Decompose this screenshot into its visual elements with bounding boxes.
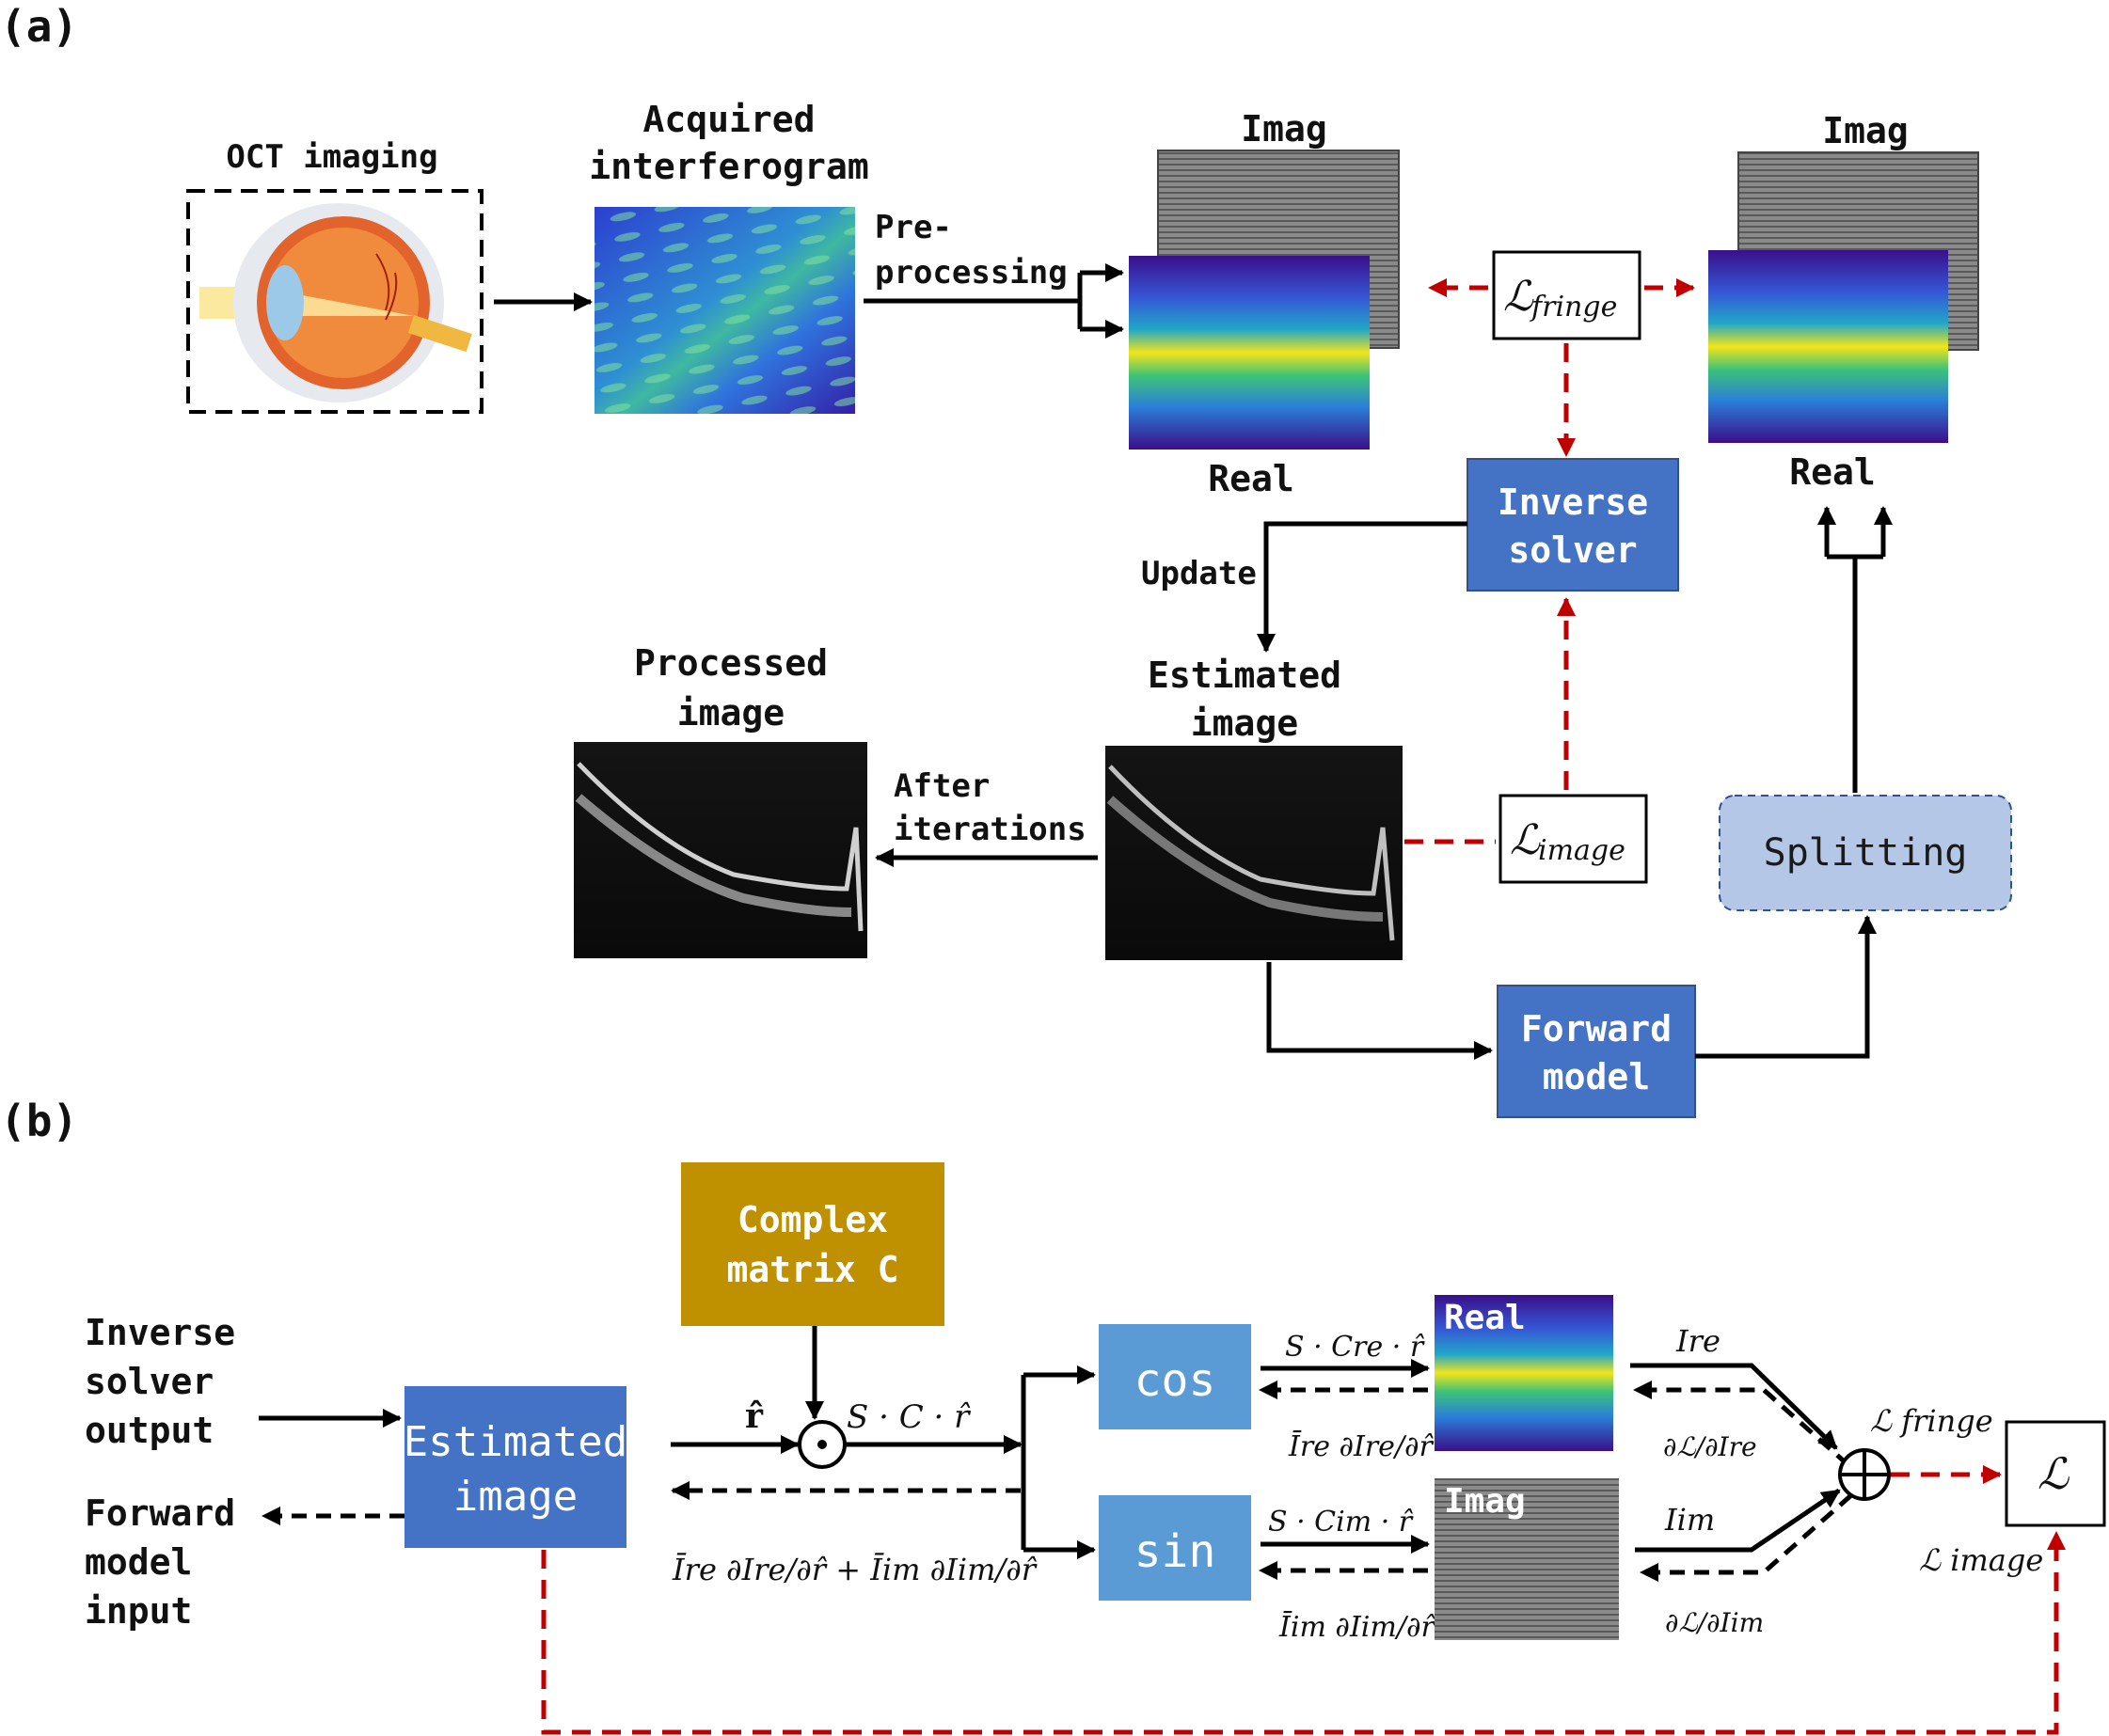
inverse-output-label-3: output (85, 1410, 214, 1451)
splitting-box (1719, 795, 2012, 911)
update-label: Update (1141, 555, 1257, 592)
imag-image-b (1435, 1478, 1619, 1640)
i-re-label: Ire (1675, 1323, 1720, 1359)
real-stack-1 (1129, 256, 1370, 450)
acquired-label-1: Acquired (642, 99, 815, 140)
estimated-image-label-2: image (1191, 702, 1298, 744)
imag-image-b-label: Imag (1444, 1482, 1526, 1521)
dl-dire-label: ∂ℒ/∂Ire (1663, 1431, 1757, 1462)
dl-diim-label: ∂ℒ/∂Iim (1665, 1607, 1764, 1638)
estimated-oct-image (1105, 746, 1403, 960)
loss-image-box (1498, 794, 1648, 884)
loss-image-symbol: ℒ (1510, 816, 1541, 864)
iim-bar-grad-label: Īim ∂Iim/∂r̂ (1278, 1611, 1435, 1644)
interferogram-image (595, 207, 855, 414)
forward-input-label-3: input (85, 1590, 192, 1632)
preprocessing-label-2: processing (875, 254, 1068, 292)
s-cre-r-label: S · Cre · r̂ (1285, 1331, 1425, 1364)
arrow-ire-to-oplus (1630, 1363, 1838, 1450)
total-loss-symbol: ℒ (2038, 1448, 2069, 1499)
forward-input-label-1: Forward (85, 1492, 235, 1534)
real-image-b-label: Real (1444, 1299, 1526, 1337)
arrow-forward-to-splitting (1695, 915, 1877, 1059)
panel-b-label: (b) (0, 1096, 78, 1146)
complex-matrix-label-1: Complex (737, 1199, 888, 1240)
processed-image-label-2: image (677, 692, 785, 734)
arrow-oplus-back-ire (1633, 1381, 1850, 1467)
inverse-solver-box (1467, 458, 1679, 592)
forward-model-box (1497, 985, 1696, 1118)
i-im-label: Iim (1664, 1502, 1715, 1538)
processed-image-label-1: Processed (634, 642, 828, 684)
real-stack-2 (1708, 250, 1948, 443)
arrow-oplus-back-iim (1640, 1493, 1853, 1582)
inverse-solver-label-2: solver (1508, 529, 1637, 571)
odot-dot (817, 1440, 827, 1449)
preprocessing-label-1: Pre- (875, 209, 952, 246)
after-iterations-label-1: After (894, 767, 990, 805)
real-label-2: Real (1789, 451, 1876, 493)
complex-matrix-box (681, 1162, 944, 1326)
complex-matrix-label-2: matrix C (726, 1249, 898, 1290)
after-iterations-label-2: iterations (894, 811, 1086, 848)
loss-fringe-symbol: ℒ (1503, 273, 1534, 321)
loss-fringe-b-label: ℒ fringe (1870, 1403, 1993, 1439)
forward-input-label-2: model (85, 1541, 192, 1583)
cos-box (1099, 1324, 1251, 1429)
red-loop-image-loss (541, 1531, 2066, 1735)
estimated-image-b-label-1: Estimated (404, 1418, 627, 1466)
splitting-label: Splitting (1764, 831, 1968, 875)
forward-model-label-2: model (1543, 1056, 1650, 1097)
inverse-output-label-2: solver (85, 1361, 214, 1402)
arrow-iim-to-oplus (1635, 1488, 1841, 1553)
s-cim-r-label: S · Cim · r̂ (1268, 1506, 1414, 1539)
loss-image-subscript: image (1538, 834, 1625, 867)
imag-label-1: Imag (1241, 108, 1327, 150)
real-image-b (1435, 1295, 1613, 1451)
panel-a-label: (a) (0, 1, 78, 52)
backprop-expression: Īre ∂Ire/∂r̂ + Īim ∂Iim/∂r̂ (672, 1552, 1038, 1587)
forward-model-label-1: Forward (1521, 1008, 1672, 1049)
estimated-image-box (404, 1386, 626, 1548)
eye-icon (199, 203, 472, 402)
loss-fringe-subscript: fringe (1530, 291, 1617, 324)
inverse-solver-label-1: Inverse (1498, 481, 1648, 523)
oct-frame (186, 189, 484, 414)
estimated-image-label-1: Estimated (1148, 655, 1341, 696)
processed-oct-image (574, 742, 867, 958)
s-c-r-label: S · C · r̂ (847, 1398, 971, 1436)
estimated-image-b-label-2: image (453, 1473, 578, 1521)
imag-label-2: Imag (1822, 110, 1909, 151)
total-loss-box (2005, 1420, 2106, 1527)
arrow-to-forward-model (1266, 962, 1493, 1060)
sin-box (1099, 1495, 1251, 1601)
r-hat-label: r̂ (745, 1397, 764, 1436)
oct-imaging-label: OCT imaging (226, 138, 437, 176)
inverse-output-label-1: Inverse (85, 1312, 235, 1353)
cos-label: cos (1134, 1354, 1216, 1407)
real-label-1: Real (1208, 458, 1294, 499)
loss-fringe-box (1492, 250, 1641, 340)
arrow-update (1257, 521, 1467, 653)
acquired-label-2: interferogram (589, 146, 868, 187)
loss-image-b-label: ℒ image (1919, 1542, 2043, 1578)
sin-label: sin (1134, 1525, 1216, 1578)
ire-bar-grad-label: Īre ∂Ire/∂r̂ (1288, 1430, 1435, 1463)
